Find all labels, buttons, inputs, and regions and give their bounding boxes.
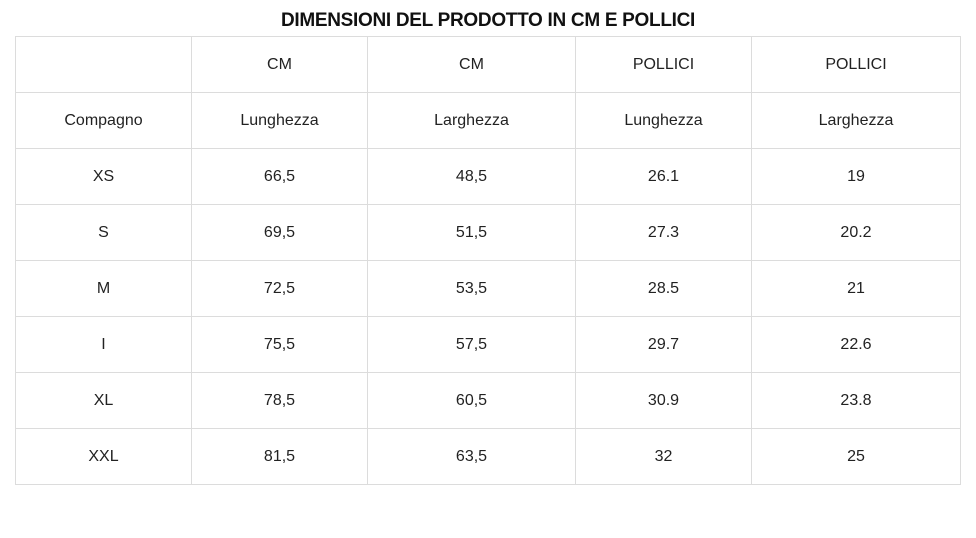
table-cell: 60,5	[367, 372, 576, 429]
table-cell: 19	[751, 148, 961, 205]
table-cell: Compagno	[15, 92, 192, 149]
table-cell: 26.1	[575, 148, 752, 205]
table-cell: 57,5	[367, 316, 576, 373]
table-cell: 29.7	[575, 316, 752, 373]
size-label-cell: M	[15, 260, 192, 317]
table-row: S 69,5 51,5 27.3 20.2	[15, 204, 961, 261]
size-label-cell: S	[15, 204, 192, 261]
table-header-row-measures: Compagno Lunghezza Larghezza Lunghezza L…	[15, 92, 961, 149]
table-cell: POLLICI	[575, 36, 752, 93]
size-chart-table: CM CM POLLICI POLLICI Compagno Lunghezza…	[15, 36, 961, 485]
table-row: XL 78,5 60,5 30.9 23.8	[15, 372, 961, 429]
table-header-row-units: CM CM POLLICI POLLICI	[15, 36, 961, 93]
table-cell: 66,5	[191, 148, 368, 205]
page-title: DIMENSIONI DEL PRODOTTO IN CM E POLLICI	[280, 10, 696, 31]
table-cell: Larghezza	[367, 92, 576, 149]
table-cell: 28.5	[575, 260, 752, 317]
table-cell: 23.8	[751, 372, 961, 429]
table-cell: 81,5	[191, 428, 368, 485]
table-row: XXL 81,5 63,5 32 25	[15, 428, 961, 485]
table-cell: 69,5	[191, 204, 368, 261]
size-label-cell: XL	[15, 372, 192, 429]
table-cell: 20.2	[751, 204, 961, 261]
table-cell: 48,5	[367, 148, 576, 205]
size-label-cell: XS	[15, 148, 192, 205]
table-row: M 72,5 53,5 28.5 21	[15, 260, 961, 317]
table-cell: 27.3	[575, 204, 752, 261]
table-row: I 75,5 57,5 29.7 22.6	[15, 316, 961, 373]
table-cell: POLLICI	[751, 36, 961, 93]
table-cell: CM	[367, 36, 576, 93]
table-cell: 78,5	[191, 372, 368, 429]
table-cell: Lunghezza	[575, 92, 752, 149]
table-cell: 51,5	[367, 204, 576, 261]
table-cell: CM	[191, 36, 368, 93]
table-cell: 22.6	[751, 316, 961, 373]
table-cell: 75,5	[191, 316, 368, 373]
size-label-cell: XXL	[15, 428, 192, 485]
table-cell: Larghezza	[751, 92, 961, 149]
table-cell	[15, 36, 192, 93]
table-cell: 30.9	[575, 372, 752, 429]
size-label-cell: I	[15, 316, 192, 373]
table-cell: 25	[751, 428, 961, 485]
table-cell: 72,5	[191, 260, 368, 317]
table-cell: Lunghezza	[191, 92, 368, 149]
table-cell: 32	[575, 428, 752, 485]
table-cell: 53,5	[367, 260, 576, 317]
table-row: XS 66,5 48,5 26.1 19	[15, 148, 961, 205]
table-cell: 63,5	[367, 428, 576, 485]
table-cell: 21	[751, 260, 961, 317]
